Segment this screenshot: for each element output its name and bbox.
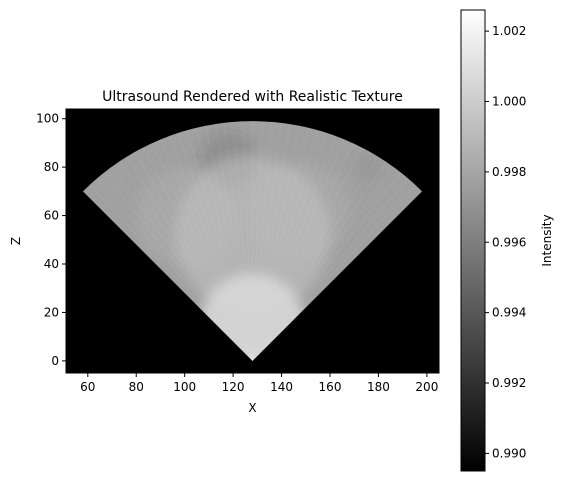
- colorbar-tick-label: 0.990: [492, 446, 526, 460]
- y-axis-ticks: 0 20 40 60 80 100: [36, 112, 66, 368]
- colorbar-tick-label: 1.002: [492, 24, 526, 38]
- colorbar-tick-label: 0.992: [492, 376, 526, 390]
- y-axis-label: Z: [9, 237, 23, 245]
- x-tick-label: 180: [367, 380, 390, 394]
- axes-frame: [65, 108, 440, 374]
- x-tick-label: 140: [270, 380, 293, 394]
- x-tick-label: 60: [80, 380, 95, 394]
- x-tick-label: 200: [415, 380, 438, 394]
- colorbar-tick-label: 0.998: [492, 165, 526, 179]
- chart-title: Ultrasound Rendered with Realistic Textu…: [102, 89, 403, 105]
- y-tick-label: 60: [44, 209, 59, 223]
- main-axes: 60 80 100 120 140 160 180 200 0 20 40 60 80 100 Ultr…: [9, 89, 440, 415]
- y-tick-label: 40: [44, 257, 59, 271]
- x-tick-label: 160: [319, 380, 342, 394]
- x-tick-label: 100: [173, 380, 196, 394]
- colorbar-tick-label: 0.996: [492, 235, 526, 249]
- colorbar-gradient: [460, 9, 486, 472]
- x-axis-ticks: 60 80 100 120 140 160 180 200: [80, 373, 438, 394]
- scan-lines: [82, 121, 423, 361]
- colorbar-ticks: 0.990 0.992 0.994 0.996 0.998 1.000 1.002: [485, 24, 526, 460]
- colorbar-tick-label: 1.000: [492, 94, 526, 108]
- x-tick-label: 80: [129, 380, 144, 394]
- x-tick-label: 120: [222, 380, 245, 394]
- colorbar: 0.990 0.992 0.994 0.996 0.998 1.000 1.002 Inte…: [460, 9, 554, 472]
- colorbar-label: Intensity: [540, 214, 554, 266]
- y-tick-label: 0: [51, 354, 59, 368]
- y-tick-label: 80: [44, 160, 59, 174]
- colorbar-tick-label: 0.994: [492, 306, 526, 320]
- y-tick-label: 20: [44, 305, 59, 319]
- y-tick-label: 100: [36, 112, 59, 126]
- x-axis-label: X: [248, 401, 256, 415]
